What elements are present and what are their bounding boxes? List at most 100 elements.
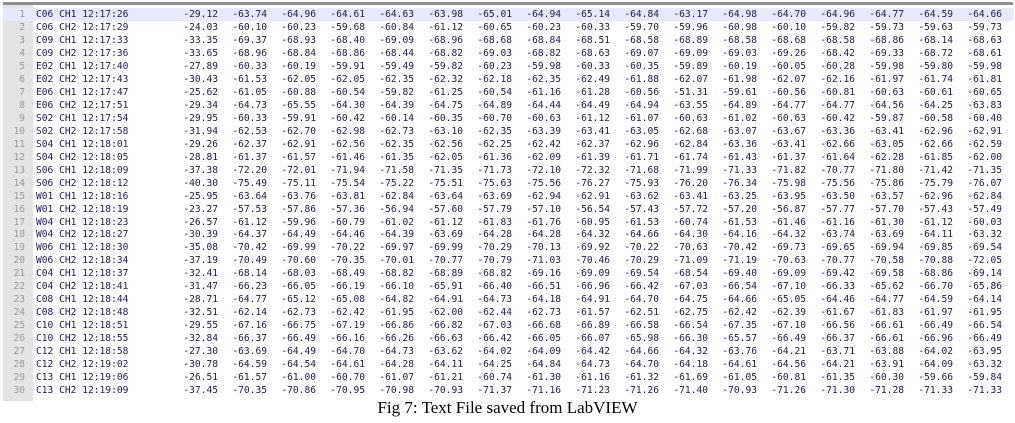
- text-line[interactable]: 17 W04 CH1 12:18:23 -26.57 -61.12 -59.96 -60.…: [3, 216, 1013, 229]
- text-line[interactable]: 14 S06 CH2 12:18:12 -40.30 -75.49 -75.11 -75.…: [3, 177, 1013, 190]
- row-value: -60.79: [330, 216, 365, 228]
- row-value: -66.54: [673, 320, 708, 332]
- row-value: -63.74: [820, 229, 855, 241]
- row-label: C13 CH1 12:19:06: [36, 372, 129, 384]
- row-value: -70.35: [330, 255, 365, 267]
- row-value: -62.73: [379, 125, 414, 137]
- row-value: -64.77: [232, 294, 267, 306]
- text-line[interactable]: 7 E06 CH1 12:17:47 -25.62 -61.05 -60.88 -60.5…: [3, 86, 1013, 99]
- row-value: -63.55: [673, 99, 708, 111]
- row-value: -66.42: [624, 281, 659, 293]
- text-line[interactable]: 6 E02 CH2 12:17:43 -30.43 -61.53 -62.05 -62.0…: [3, 73, 1013, 86]
- text-line[interactable]: 11 S04 CH1 12:18:01 -29.26 -62.37 -62.91 -62.…: [3, 138, 1013, 151]
- text-line[interactable]: 24 C08 CH2 12:18:48 -32.51 -62.14 -62.73 -62.…: [3, 306, 1013, 319]
- text-line[interactable]: 20 W06 CH2 12:18:34 -37.19 -70.49 -70.60 -70.…: [3, 254, 1013, 267]
- row-value: -63.91: [869, 359, 904, 371]
- row-value: -67.19: [330, 320, 365, 332]
- line-number: 11: [13, 138, 25, 150]
- text-line[interactable]: 28 C12 CH2 12:19:02 -30.78 -64.59 -64.54 -64.…: [3, 358, 1013, 371]
- row-value: -61.71: [624, 151, 659, 163]
- row-value: -61.46: [771, 216, 806, 228]
- row-value: -62.35: [477, 125, 512, 137]
- row-value: -62.42: [722, 307, 757, 319]
- text-line[interactable]: 30 C13 CH2 12:19:09 -37.45 -70.35 -70.86 -70.…: [3, 384, 1013, 397]
- row-value: -60.23: [526, 21, 561, 33]
- row-value: -62.05: [428, 151, 463, 163]
- row-value: -71.80: [869, 164, 904, 176]
- row-value: -68.51: [575, 34, 610, 46]
- text-line[interactable]: 18 W04 CH2 12:18:27 -30.39 -64.37 -64.49 -64.…: [3, 228, 1013, 241]
- row-value: -65.14: [575, 9, 610, 20]
- text-line[interactable]: 15 W01 CH1 12:18:16 -25.95 -63.64 -63.76 -63.…: [3, 190, 1013, 203]
- row-value: -30.39: [183, 229, 218, 241]
- text-line[interactable]: 8 E06 CH2 12:17:51 -29.34 -64.73 -65.55 -64.3…: [3, 99, 1013, 112]
- row-label: E02 CH2 12:17:43: [36, 73, 129, 85]
- row-label: C06 CH1 12:17:26: [36, 9, 129, 20]
- row-value: -60.33: [232, 112, 267, 124]
- text-line[interactable]: 29 C13 CH1 12:19:06 -26.51 -61.57 -61.00 -60.…: [3, 371, 1013, 384]
- row-value: -70.29: [624, 255, 659, 267]
- text-line[interactable]: 12 S04 CH2 12:18:05 -28.81 -61.37 -61.57 -61.…: [3, 151, 1013, 164]
- row-value: -64.54: [281, 359, 316, 371]
- row-value: -64.30: [330, 99, 365, 111]
- row-value: -37.45: [183, 385, 218, 397]
- row-label: C08 CH1 12:18:44: [36, 294, 129, 306]
- text-line[interactable]: 26 C10 CH2 12:18:55 -32.84 -66.37 -66.49 -66.…: [3, 332, 1013, 345]
- row-value: -60.10: [232, 21, 267, 33]
- row-value: -65.86: [967, 281, 1002, 293]
- row-value: -64.61: [330, 9, 365, 20]
- row-value: -60.98: [722, 21, 757, 33]
- row-value: -61.12: [428, 216, 463, 228]
- row-value: -62.84: [967, 190, 1002, 202]
- line-number: 20: [13, 255, 25, 267]
- text-line[interactable]: 25 C10 CH1 12:18:51 -29.55 -67.16 -66.75 -67.…: [3, 319, 1013, 332]
- line-number: 22: [13, 281, 25, 293]
- row-value: -64.77: [869, 9, 904, 20]
- row-value: -68.89: [428, 268, 463, 280]
- row-value: -64.89: [722, 99, 757, 111]
- text-line[interactable]: 10 S02 CH2 12:17:58 -31.94 -62.53 -62.70 -62.…: [3, 125, 1013, 138]
- text-line[interactable]: 21 C04 CH1 12:18:37 -32.41 -68.14 -68.03 -68.…: [3, 267, 1013, 280]
- row-value: -66.56: [820, 320, 855, 332]
- text-editor[interactable]: 1 C06 CH1 12:17:26 -29.12 -63.74 -64.96 -64.6…: [3, 2, 1013, 401]
- row-value: -65.98: [624, 333, 659, 345]
- text-line[interactable]: 3 C09 CH1 12:17:33 -33.35 -69.37 -68.93 -68.4…: [3, 34, 1013, 47]
- text-line[interactable]: 2 C06 CH2 12:17:29 -24.03 -60.10 -60.23 -59.6…: [3, 21, 1013, 34]
- row-value: -61.43: [722, 151, 757, 163]
- row-value: -32.51: [183, 307, 218, 319]
- row-value: -62.53: [232, 125, 267, 137]
- row-value: -61.02: [379, 216, 414, 228]
- row-value: -61.07: [624, 112, 659, 124]
- row-value: -63.69: [232, 346, 267, 358]
- text-line[interactable]: 1 C06 CH1 12:17:26 -29.12 -63.74 -64.96 -64.6…: [3, 8, 1013, 21]
- text-line[interactable]: 23 C08 CH1 12:18:44 -28.71 -64.77 -65.12 -65.…: [3, 293, 1013, 306]
- row-value: -63.71: [820, 346, 855, 358]
- row-value: -60.10: [771, 21, 806, 33]
- text-line[interactable]: 4 C09 CH2 12:17:36 -33.65 -68.96 -68.84 -68.8…: [3, 47, 1013, 60]
- row-value: -75.49: [232, 177, 267, 189]
- row-value: -69.73: [771, 242, 806, 254]
- row-value: -62.49: [575, 73, 610, 85]
- row-label: S04 CH1 12:18:01: [36, 138, 129, 150]
- text-line[interactable]: 13 S06 CH1 12:18:09 -37.38 -72.20 -72.01 -71.…: [3, 164, 1013, 177]
- text-line[interactable]: 9 S02 CH1 12:17:54 -29.95 -60.33 -59.91 -60.4…: [3, 112, 1013, 125]
- text-line[interactable]: 19 W06 CH1 12:18:30 -35.08 -70.42 -69.99 -70.…: [3, 241, 1013, 254]
- text-line[interactable]: 27 C12 CH1 12:18:58 -27.30 -63.69 -64.49 -64.…: [3, 345, 1013, 358]
- line-number: 9: [19, 112, 25, 124]
- row-value: -72.05: [967, 255, 1002, 267]
- row-value: -60.05: [771, 60, 806, 72]
- row-value: -57.86: [281, 203, 316, 215]
- line-number: 26: [13, 333, 25, 345]
- text-line[interactable]: 16 W01 CH2 12:18:19 -23.27 -57.53 -57.86 -57.…: [3, 203, 1013, 216]
- row-value: -56.87: [771, 203, 806, 215]
- text-line[interactable]: 5 E02 CH1 12:17:40 -27.89 -60.33 -60.19 -59.9…: [3, 60, 1013, 73]
- row-value: -71.68: [624, 164, 659, 176]
- row-value: -62.59: [967, 138, 1002, 150]
- row-value: -66.51: [526, 281, 561, 293]
- row-value: -69.54: [967, 242, 1002, 254]
- text-line[interactable]: 22 C04 CH2 12:18:41 -31.47 -66.23 -66.05 -66.…: [3, 280, 1013, 293]
- row-value: -67.16: [232, 320, 267, 332]
- row-value: -62.73: [281, 307, 316, 319]
- row-value: -75.63: [477, 177, 512, 189]
- row-value: -61.57: [281, 151, 316, 163]
